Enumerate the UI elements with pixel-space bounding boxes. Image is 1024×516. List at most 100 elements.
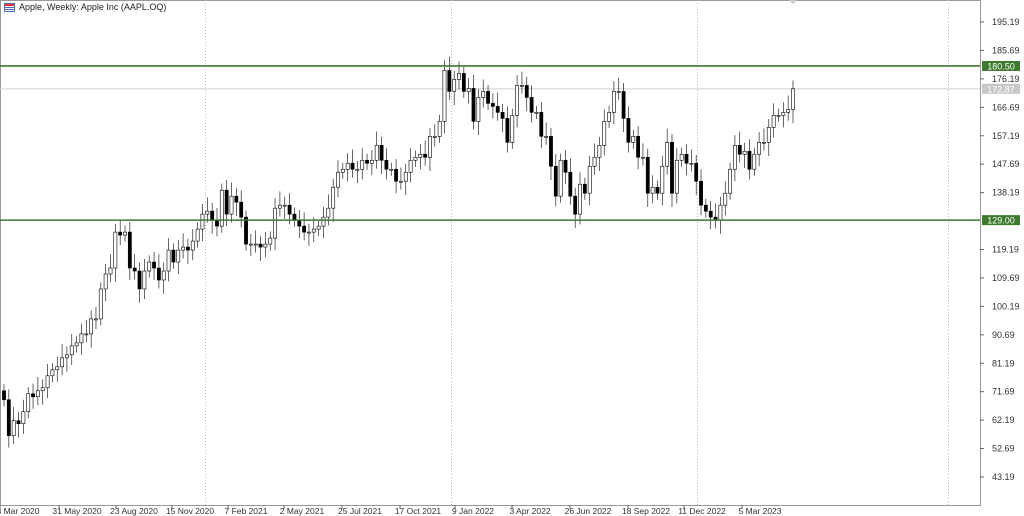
y-tick-label: 157.19: [992, 131, 1020, 141]
y-tick-label: 100.19: [992, 301, 1020, 311]
candle-bullish: [689, 162, 694, 165]
x-tick-label: 15 Nov 2020: [166, 506, 214, 516]
candle-bearish: [563, 159, 568, 173]
candle-bullish: [278, 204, 282, 209]
candle-bullish: [55, 366, 60, 371]
candle-bullish: [316, 225, 321, 230]
candle-bearish: [365, 159, 369, 164]
candle-bullish: [123, 231, 127, 236]
x-tick-label: 5 Mar 2023: [739, 506, 782, 516]
candle-bullish: [229, 195, 234, 215]
candle-bullish: [399, 180, 403, 183]
candle-bullish: [776, 115, 781, 117]
candle-bearish: [737, 144, 742, 155]
candle-bearish: [152, 261, 156, 269]
y-tick-label: 119.19: [992, 245, 1019, 255]
candle-bullish: [190, 240, 195, 251]
candle-bearish: [694, 162, 699, 182]
candle-bullish: [103, 273, 108, 290]
y-tick-label: 81.19: [992, 358, 1015, 368]
candle-bearish: [490, 103, 495, 107]
candle-bullish: [253, 243, 258, 246]
candle-bullish: [544, 136, 549, 138]
candle-bullish: [26, 393, 31, 413]
candle-bearish: [568, 171, 573, 197]
candle-bearish: [210, 210, 215, 221]
candle-bullish: [650, 186, 655, 194]
y-tick-label: 147.69: [992, 159, 1020, 169]
price-level-label-bg: [982, 215, 1020, 226]
candle-bearish: [645, 156, 650, 194]
candle-bullish: [65, 354, 69, 359]
candle-bullish: [50, 369, 55, 377]
candle-bearish: [292, 213, 297, 221]
y-tick-label: 185.69: [992, 45, 1020, 55]
x-tick-label: 26 Jun 2022: [565, 506, 612, 516]
candle-bearish: [636, 136, 641, 158]
candle-bullish: [45, 375, 50, 389]
candle-bearish: [423, 153, 428, 158]
candle-bullish: [345, 162, 350, 170]
candle-bearish: [626, 118, 631, 143]
candle-bullish: [674, 159, 679, 194]
candle-bearish: [287, 204, 292, 215]
candle-bullish: [587, 165, 592, 194]
candle-bullish: [98, 288, 103, 320]
candle-bullish: [108, 267, 113, 275]
candle-bullish: [679, 153, 684, 161]
candle-bullish: [723, 192, 728, 206]
candle-bearish: [708, 210, 713, 218]
chart-title: Apple, Weekly: Apple Inc (AAPL.OQ): [4, 2, 166, 12]
candle-bullish: [616, 91, 621, 93]
x-tick-label: 2 May 2021: [280, 506, 325, 516]
candle-bullish: [781, 112, 786, 116]
candle-bearish: [224, 189, 229, 215]
candle-bearish: [471, 88, 476, 122]
candle-bullish: [771, 115, 776, 128]
candle-bullish: [597, 144, 602, 158]
candle-bearish: [215, 219, 219, 227]
candle-bearish: [747, 150, 752, 170]
candle-bullish: [35, 390, 40, 398]
candle-bullish: [742, 150, 747, 155]
x-tick-label: 11 Dec 2022: [678, 506, 726, 516]
chart-title-text: Apple, Weekly: Apple Inc (AAPL.OQ): [19, 2, 167, 12]
y-tick-label: 166.69: [992, 102, 1020, 112]
candle-bullish: [466, 88, 471, 92]
candle-bearish: [118, 231, 123, 236]
candle-bullish: [660, 165, 665, 194]
candle-bullish: [94, 318, 98, 321]
candle-bullish: [84, 333, 89, 336]
candle-bullish: [612, 91, 616, 113]
candle-bullish: [515, 85, 519, 116]
candle-bullish: [161, 270, 166, 281]
candle-bearish: [524, 85, 529, 98]
candle-bullish: [113, 231, 118, 269]
y-tick-label: 138.19: [992, 188, 1020, 198]
candle-bullish: [481, 91, 486, 98]
y-tick-label: 176.19: [992, 74, 1020, 84]
plot-frame: [0, 0, 981, 506]
candle-bullish: [665, 142, 670, 167]
price-level-label: 180.50: [987, 61, 1015, 71]
candle-bullish: [428, 136, 432, 158]
candle-bearish: [553, 165, 558, 197]
candle-bullish: [40, 387, 45, 392]
current-price-label-bg: [982, 83, 1020, 94]
candle-bearish: [127, 231, 132, 269]
candle-bearish: [529, 97, 534, 113]
candle-bullish: [195, 228, 200, 242]
candle-bullish: [457, 73, 461, 80]
candle-bearish: [350, 162, 355, 170]
candle-bearish: [655, 186, 660, 194]
y-tick-label: 90.69: [992, 330, 1015, 340]
candle-bearish: [505, 118, 510, 143]
candle-bullish: [476, 97, 481, 122]
x-tick-label: 18 Sep 2022: [622, 506, 670, 516]
candle-bullish: [263, 243, 268, 248]
candle-bullish: [11, 420, 16, 436]
candle-bullish: [205, 210, 210, 215]
candle-bullish: [321, 216, 326, 227]
candle-bearish: [500, 112, 505, 119]
